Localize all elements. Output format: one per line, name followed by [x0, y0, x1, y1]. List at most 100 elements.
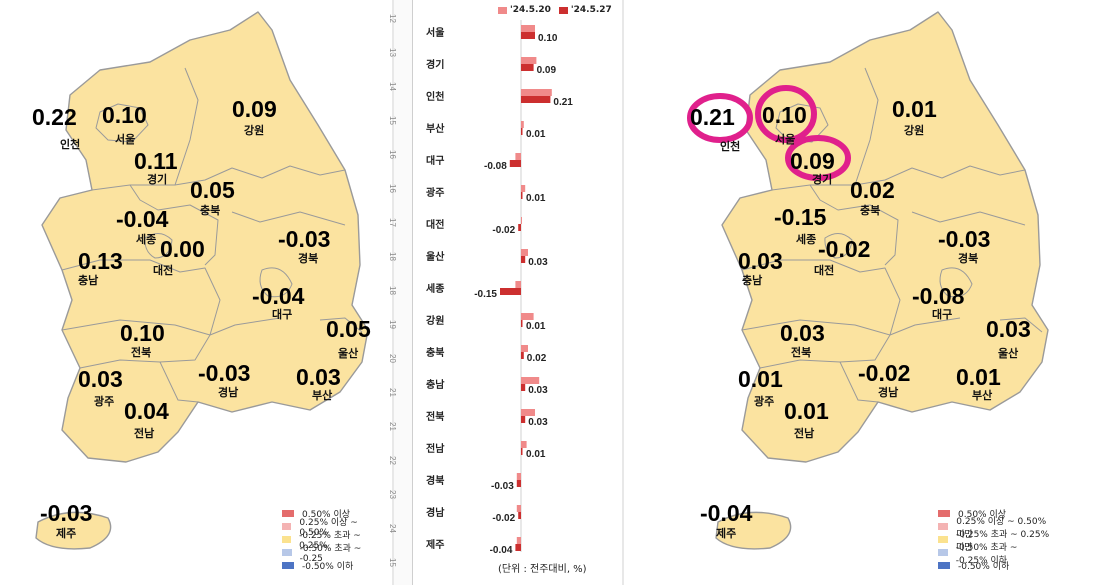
region-value: -0.03 — [40, 500, 93, 526]
region-border — [231, 211, 346, 226]
legend-entry: 0.25% 이상 ~ 0.50% — [282, 518, 370, 538]
legend-swatch — [282, 562, 294, 569]
data-label: 0.09 — [537, 65, 557, 76]
data-label: 0.03 — [528, 417, 548, 428]
legend-swatch — [282, 549, 292, 556]
region-border — [775, 103, 829, 143]
region-value: -0.15 — [774, 204, 827, 230]
region-value: 0.04 — [124, 398, 169, 424]
legend-entry: -0.25% 초과 ~ 0.25% — [282, 531, 370, 551]
region-value: 0.10 — [102, 102, 147, 128]
bar-week2 — [518, 224, 521, 231]
region-value: 0.01 — [738, 366, 783, 392]
region-border — [911, 211, 1026, 226]
land-shape — [715, 511, 792, 550]
legend-entry: -0.50% 초과 ~ -0.25% 이하 — [938, 543, 1050, 566]
region-value: 0.03 — [296, 364, 341, 390]
region-border — [259, 267, 293, 298]
legend-swatch — [282, 536, 292, 543]
data-label: 0.01 — [526, 321, 546, 332]
bar-week2 — [518, 512, 521, 519]
region-name: 세종 — [136, 233, 157, 246]
bar-plot: 서울 0.10 경기 0.09 인천 0.21 부산 0.01 대구 -0.08 광주 0.01 대전 -… — [426, 20, 573, 556]
land-shape — [721, 11, 1049, 463]
region-name: 충남 — [78, 274, 99, 287]
bar-week1 — [516, 537, 521, 544]
region-name: 인천 — [720, 140, 741, 153]
legend-swatch — [938, 523, 949, 530]
region-name: 부산 — [972, 389, 993, 402]
bar-week2 — [515, 544, 521, 551]
region-value: -0.03 — [278, 226, 331, 252]
divider-right — [622, 0, 624, 585]
bar-week2 — [521, 192, 523, 199]
map-legend: 0.50% 이상 0.25% 이상 ~ 0.50% 미만 -0.25% 초과 ~ 0… — [938, 507, 1050, 572]
region-border — [319, 317, 363, 333]
region-value: 0.01 — [892, 96, 937, 122]
category-label: 부산 — [426, 122, 445, 135]
region-name: 충북 — [200, 204, 221, 217]
legend-entry: 0.25% 이상 ~ 0.50% 미만 — [938, 517, 1050, 540]
category-label: 서울 — [426, 26, 444, 39]
bar-week2 — [521, 448, 523, 455]
map-week-2: 0.21 인천 0.10 서울 0.01 강원 0.09 경기 0.02 충북 -0.15 세종 -0.… — [680, 0, 1050, 585]
region-name: 강원 — [904, 124, 925, 137]
region-border — [61, 259, 221, 336]
bar-legend-entry: '24.5.27 — [558, 5, 612, 15]
region-name: 전북 — [131, 346, 152, 359]
data-label: -0.03 — [491, 481, 514, 492]
region-name: 전북 — [791, 346, 812, 359]
page-ruler: 12 13 14 15 16 16 17 18 18 19 20 21 21 22 23 24 15 — [388, 0, 413, 585]
legend-label: -0.25% 초과 ~ 0.25% 미만 — [956, 529, 1050, 553]
region-name: 제주 — [56, 527, 77, 540]
bar-week1 — [521, 25, 535, 32]
bar-week1 — [521, 249, 528, 256]
data-label: -0.04 — [490, 545, 513, 556]
region-value: 0.05 — [326, 316, 371, 342]
region-value: 0.03 — [780, 320, 825, 346]
region-value: 0.09 — [232, 96, 277, 122]
data-label: 0.21 — [553, 97, 573, 108]
bar-week2 — [521, 352, 524, 359]
bar-legend-swatch — [558, 6, 568, 14]
region-name: 부산 — [312, 389, 333, 402]
region-name: 광주 — [754, 395, 775, 408]
category-label: 전남 — [426, 442, 445, 455]
bar-week2 — [521, 320, 523, 327]
highlight-incheon — [687, 93, 753, 143]
data-label: 0.10 — [538, 33, 558, 44]
category-label: 대전 — [426, 218, 444, 231]
region-value: 0.11 — [134, 148, 178, 174]
bar-week2 — [521, 416, 526, 423]
bar-week2 — [521, 256, 526, 263]
region-value: 0.03 — [738, 248, 783, 274]
region-value: 0.10 — [762, 102, 807, 128]
region-value: 0.05 — [190, 177, 235, 203]
region-border — [159, 361, 199, 403]
region-name: 대구 — [272, 308, 293, 321]
legend-label: -0.50% 초과 ~ -0.25 — [299, 544, 362, 564]
region-name: 제주 — [716, 527, 737, 540]
region-border — [741, 259, 901, 336]
legend-swatch — [282, 523, 292, 530]
category-label: 경남 — [426, 506, 445, 519]
region-value: 0.10 — [120, 320, 165, 346]
region-name: 경북 — [298, 252, 319, 265]
bar-week1 — [521, 185, 526, 192]
region-value: -0.03 — [198, 360, 251, 386]
bar-week1 — [521, 89, 552, 96]
legend-label: -0.25% 초과 ~ 0.25% — [299, 531, 361, 551]
region-value: -0.02 — [818, 236, 871, 262]
region-border — [839, 361, 879, 403]
bar-week1 — [521, 345, 528, 352]
bar-week1 — [515, 281, 521, 288]
region-border — [809, 184, 899, 266]
category-label: 강원 — [426, 314, 444, 327]
legend-label: -0.50% 이하 — [958, 562, 1010, 572]
legend-swatch — [938, 510, 950, 517]
data-label: 0.01 — [526, 129, 546, 140]
land-shape — [35, 511, 112, 550]
region-value: 0.21 — [690, 104, 735, 130]
region-border — [939, 267, 973, 298]
region-value: 0.03 — [986, 316, 1031, 342]
